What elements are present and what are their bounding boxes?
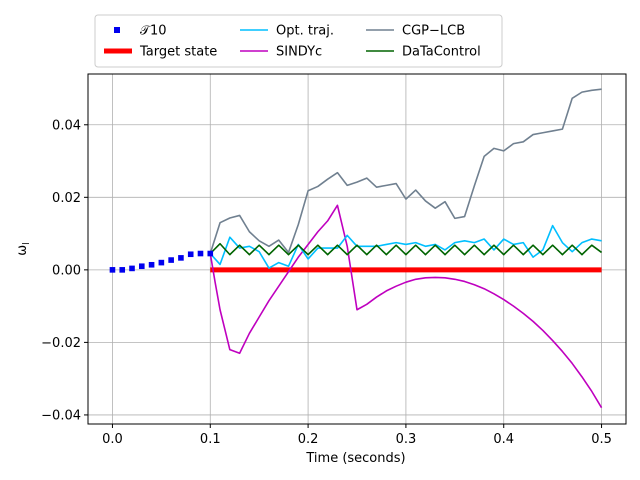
legend: 𝒯10 Target state Opt. traj. SINDYc CGP−LCB Da…: [94, 14, 503, 68]
series-line-opt-traj: [209, 224, 602, 269]
legend-swatch-10: [114, 27, 120, 33]
x-tick-label: 0.0: [102, 432, 123, 447]
series-point-10: [158, 259, 165, 266]
legend-label-datacontrol: DaTaControl: [402, 45, 481, 60]
plot-area-background: [88, 74, 626, 424]
series-point-10: [187, 251, 194, 258]
series-line-sindyc: [209, 204, 603, 409]
series-point-10: [197, 250, 204, 257]
legend-label-target-state: Target state: [139, 45, 217, 60]
y-tick-label: 0.00: [52, 263, 81, 278]
y-tick-label: 0.02: [52, 191, 81, 206]
x-tick-label: 0.2: [298, 432, 319, 447]
series-line-datacontrol: [209, 242, 603, 256]
plot-frame: [87, 73, 627, 425]
x-tick-label: 0.1: [200, 432, 221, 447]
x-tick-label: 0.3: [396, 432, 417, 447]
legend-label-10: 𝒯10: [140, 24, 167, 39]
series-point-10: [178, 255, 184, 261]
y-axis: −0.04 −0.02 0.00 0.02 0.04: [41, 118, 88, 423]
series-point-10: [119, 267, 126, 273]
series-point-10: [148, 261, 155, 268]
legend-label-opt-traj: Opt. traj.: [276, 24, 334, 39]
legend-box: [94, 14, 503, 68]
series-line-cgp-lcb: [209, 88, 602, 254]
series-point-10: [207, 250, 214, 257]
series-point-10: [129, 265, 135, 272]
x-tick-label: 0.4: [493, 432, 514, 447]
x-tick-label: 0.5: [591, 432, 612, 447]
x-axis-label: Time (seconds): [305, 451, 405, 466]
y-tick-label: −0.04: [41, 408, 81, 423]
series-layer: [109, 88, 603, 409]
y-tick-label: −0.02: [41, 336, 81, 351]
series-point-10: [139, 263, 145, 270]
x-axis: 0.0 0.1 0.2 0.3 0.4 0.5: [102, 424, 612, 447]
y-tick-label: 0.04: [52, 118, 81, 133]
series-point-10: [168, 257, 174, 263]
legend-label-cgp-lcb: CGP−LCB: [402, 24, 465, 39]
y-axis-label: ωl: [15, 242, 32, 255]
series-point-10: [109, 267, 116, 273]
legend-label-sindyc: SINDYc: [276, 45, 322, 60]
